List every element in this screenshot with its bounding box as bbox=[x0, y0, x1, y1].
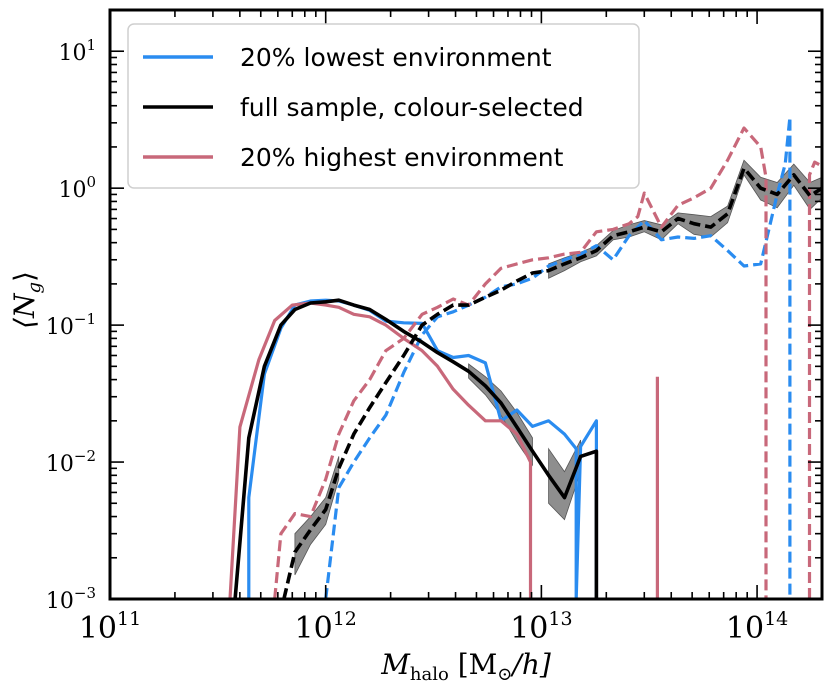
y-tick-label: 100 bbox=[58, 173, 96, 203]
x-tick-label: 1012 bbox=[295, 608, 357, 646]
legend: 20% lowest environment full sample, colou… bbox=[127, 23, 640, 189]
y-tick-label: 10−3 bbox=[46, 584, 96, 614]
series-line-20-highest-environment-satellite-tail bbox=[807, 160, 822, 599]
series-line-full-sample-colour-selected-satellite bbox=[282, 166, 822, 599]
plot-frame bbox=[108, 8, 824, 601]
series-line-20-highest-environment-central bbox=[228, 301, 533, 599]
ticks-layer: 1011 1012 1013 1014 10−3 10−2 10−1 100 101 bbox=[46, 9, 823, 646]
y-tick-label: 10−1 bbox=[46, 310, 96, 340]
y-tick-label: 10−2 bbox=[46, 447, 96, 477]
confidence-band-satellite-2 bbox=[294, 456, 340, 576]
x-axis-label: Mhalo [M⊙/h] bbox=[380, 648, 551, 684]
series-line-20-lowest-environment-satellite bbox=[324, 115, 792, 599]
x-tick-label: 1011 bbox=[79, 608, 141, 646]
series-line-full-sample-colour-selected-central bbox=[233, 298, 599, 599]
legend-label-20-highest-environment: 20% highest environment bbox=[240, 143, 564, 172]
x-tick-label: 1013 bbox=[510, 608, 572, 646]
series-line-20-highest-environment-satellite bbox=[273, 126, 768, 599]
legend-frame bbox=[127, 23, 640, 189]
legend-label-20-lowest-environment: 20% lowest environment bbox=[240, 43, 552, 72]
series-layer bbox=[228, 115, 822, 599]
x-tick-label: 1014 bbox=[726, 608, 788, 646]
legend-label-full-sample-colour-selected: full sample, colour-selected bbox=[240, 93, 584, 122]
y-tick-label: 101 bbox=[58, 36, 96, 66]
bands-layer bbox=[294, 159, 822, 576]
y-axis-label: ⟨Ng⟩ bbox=[8, 271, 45, 329]
axis-labels: Mhalo [M⊙/h] ⟨Ng⟩ bbox=[8, 271, 551, 685]
